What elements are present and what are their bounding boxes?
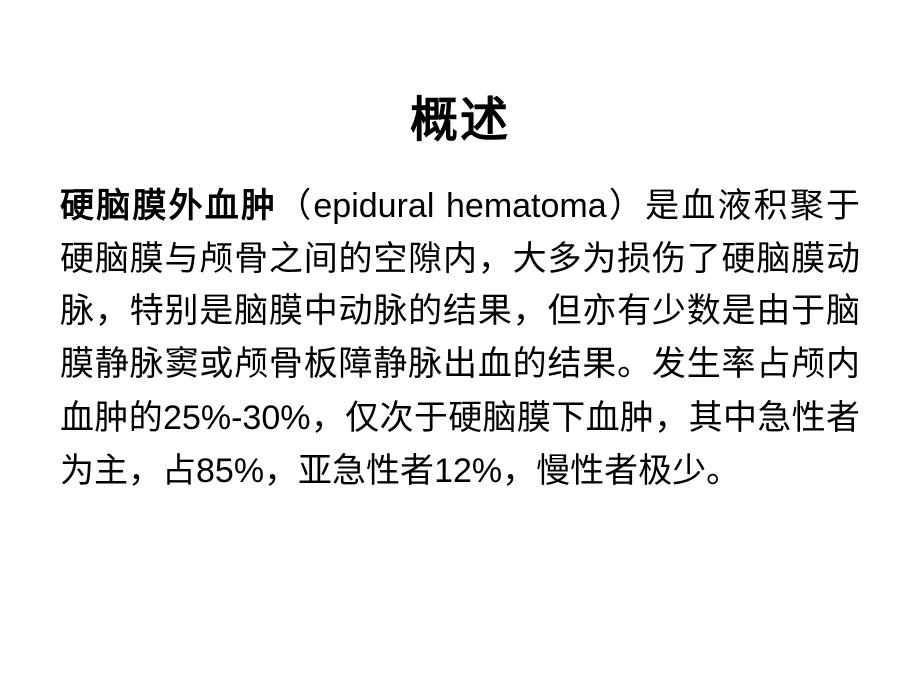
latin-term: epidural hematoma bbox=[313, 187, 606, 225]
body-seg-4: ，慢性者极少。 bbox=[502, 453, 740, 490]
paren-open: （ bbox=[277, 188, 313, 225]
slide-title: 概述 bbox=[60, 80, 860, 150]
slide: 概述 硬脑膜外血肿（epidural hematoma）是血液积聚于硬脑膜与颅骨… bbox=[0, 0, 920, 690]
term-bold: 硬脑膜外血肿 bbox=[60, 188, 277, 225]
pct-2: 85% bbox=[196, 452, 264, 490]
paren-close: ） bbox=[607, 188, 645, 225]
pct-1: 25%-30% bbox=[163, 399, 310, 437]
body-seg-3: ，亚急性者 bbox=[264, 453, 434, 490]
slide-body: 硬脑膜外血肿（epidural hematoma）是血液积聚于硬脑膜与颅骨之间的… bbox=[60, 180, 860, 499]
pct-3: 12% bbox=[434, 452, 502, 490]
